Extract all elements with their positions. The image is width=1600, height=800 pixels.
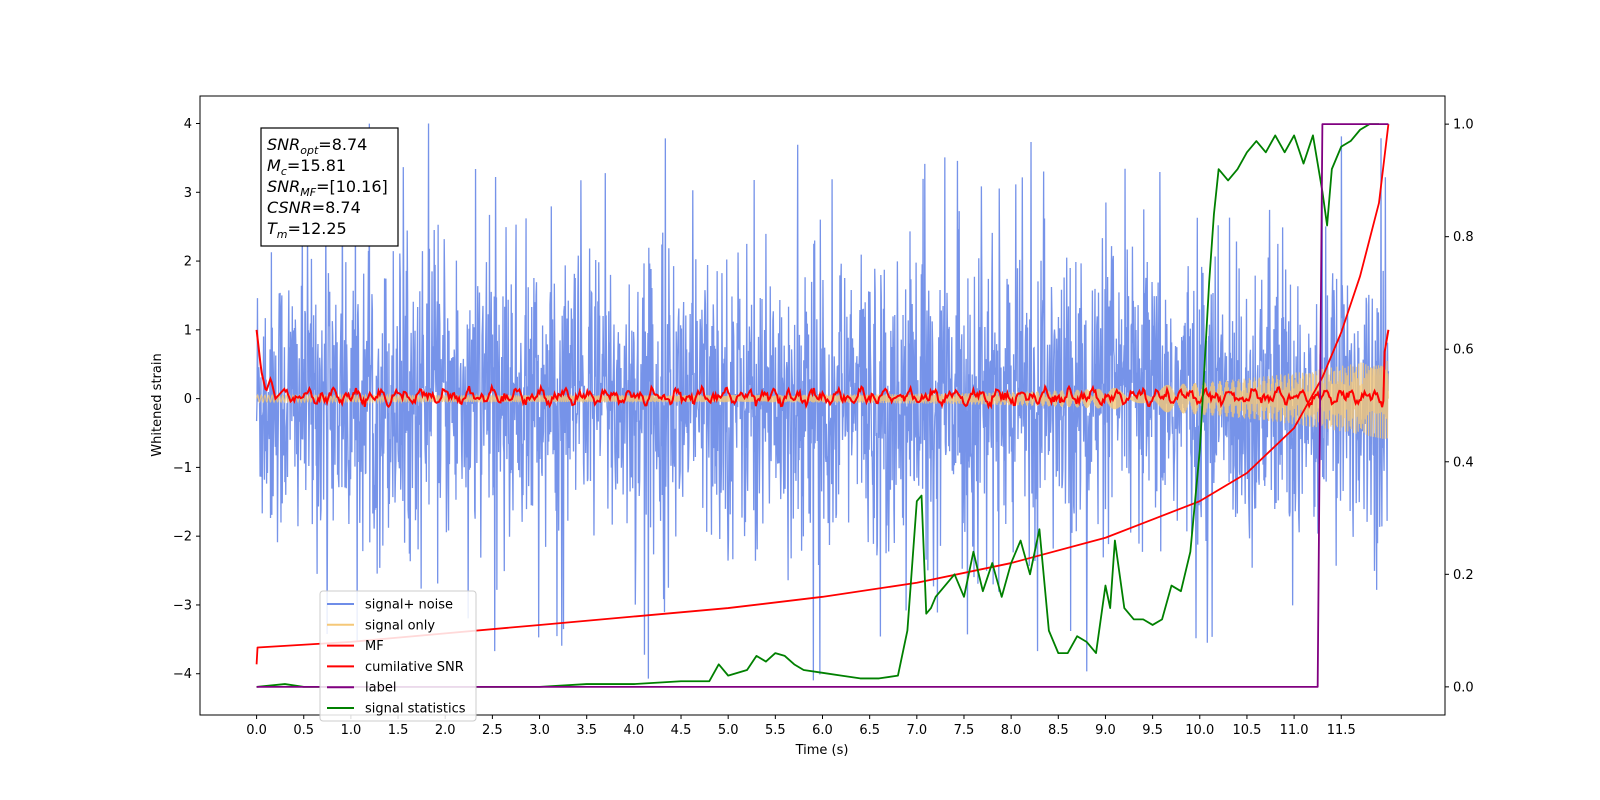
y-right-tick-label: 1.0 xyxy=(1453,118,1474,133)
x-tick-label: 3.5 xyxy=(576,723,597,738)
legend-label: signal+ noise xyxy=(365,598,453,613)
x-tick-label: 10.0 xyxy=(1185,723,1214,738)
y-tick-label: 3 xyxy=(184,186,192,201)
x-tick-label: 6.0 xyxy=(812,723,833,738)
x-tick-label: 8.0 xyxy=(1001,723,1022,738)
y-tick-label: −4 xyxy=(173,667,192,682)
x-tick-label: 2.0 xyxy=(435,723,456,738)
legend: signal+ noise signal only MF cumilative SNR… xyxy=(319,590,477,722)
annotation-line: CSNR=8.74 xyxy=(267,198,361,217)
x-tick-label: 0.5 xyxy=(293,723,314,738)
y-tick-label: 4 xyxy=(184,117,192,132)
x-tick-label: 11.0 xyxy=(1280,723,1309,738)
x-tick-label: 4.0 xyxy=(624,723,645,738)
y-tick-label: −2 xyxy=(173,530,192,545)
y-tick-label: 1 xyxy=(184,323,192,338)
y-axis-label: Whitened strain xyxy=(150,353,165,456)
legend-label: label xyxy=(365,681,396,696)
y-right-tick-label: 0.0 xyxy=(1453,680,1474,695)
annotation-box: SNRopt=8.74Mc=15.81SNRMF=[10.16]CSNR=8.7… xyxy=(260,127,399,247)
x-tick-label: 0.0 xyxy=(246,723,267,738)
legend-label: signal statistics xyxy=(365,702,466,717)
x-tick-label: 7.5 xyxy=(954,723,975,738)
legend-frame xyxy=(319,590,477,722)
y-tick-label: −3 xyxy=(173,598,192,613)
y-right-tick-label: 0.6 xyxy=(1453,343,1474,358)
y-right-tick-label: 0.2 xyxy=(1453,568,1474,583)
y-axis-left: −4 −3 −2 −1 0 1 2 3 4 xyxy=(173,117,200,682)
y-tick-label: −1 xyxy=(173,461,192,476)
legend-label: MF xyxy=(365,639,384,654)
legend-label: signal only xyxy=(365,618,435,633)
x-axis: 0.0 0.5 1.0 1.5 2.0 2.5 3.0 3.5 4.0 4.5 5.0 5.5 6.0 6… xyxy=(246,715,1356,738)
annotation-line: Mc=15.81 xyxy=(267,156,346,178)
x-tick-label: 8.5 xyxy=(1048,723,1069,738)
annotation-frame xyxy=(260,127,399,247)
y-right-tick-label: 0.8 xyxy=(1453,230,1474,245)
series-signal-noise xyxy=(255,123,1390,681)
x-tick-label: 1.0 xyxy=(341,723,362,738)
x-tick-label: 9.5 xyxy=(1142,723,1163,738)
x-tick-label: 11.5 xyxy=(1327,723,1356,738)
y-tick-label: 2 xyxy=(184,255,192,270)
x-tick-label: 3.0 xyxy=(529,723,550,738)
series-signal-only xyxy=(256,360,1390,439)
legend-label: cumilative SNR xyxy=(365,660,464,675)
series-label xyxy=(256,123,1389,688)
y-right-tick-label: 0.4 xyxy=(1453,455,1474,470)
annotation-line: Tm=12.25 xyxy=(267,219,347,241)
annotation-line: SNRopt=8.74 xyxy=(267,135,367,157)
y-axis-right: 0.0 0.2 0.4 0.6 0.8 1.0 xyxy=(1445,118,1474,695)
series-signal-statistics xyxy=(256,123,1379,688)
x-tick-label: 5.5 xyxy=(765,723,786,738)
x-tick-label: 9.0 xyxy=(1095,723,1116,738)
x-tick-label: 2.5 xyxy=(482,723,503,738)
x-tick-label: 10.5 xyxy=(1232,723,1261,738)
y-tick-label: 0 xyxy=(184,392,192,407)
x-tick-label: 5.0 xyxy=(718,723,739,738)
x-tick-label: 6.5 xyxy=(859,723,880,738)
x-tick-label: 7.0 xyxy=(906,723,927,738)
x-tick-label: 1.5 xyxy=(388,723,409,738)
x-tick-label: 4.5 xyxy=(671,723,692,738)
annotation-line: SNRMF=[10.16] xyxy=(267,177,388,199)
series-mf xyxy=(255,329,1390,410)
x-axis-label: Time (s) xyxy=(795,743,849,758)
